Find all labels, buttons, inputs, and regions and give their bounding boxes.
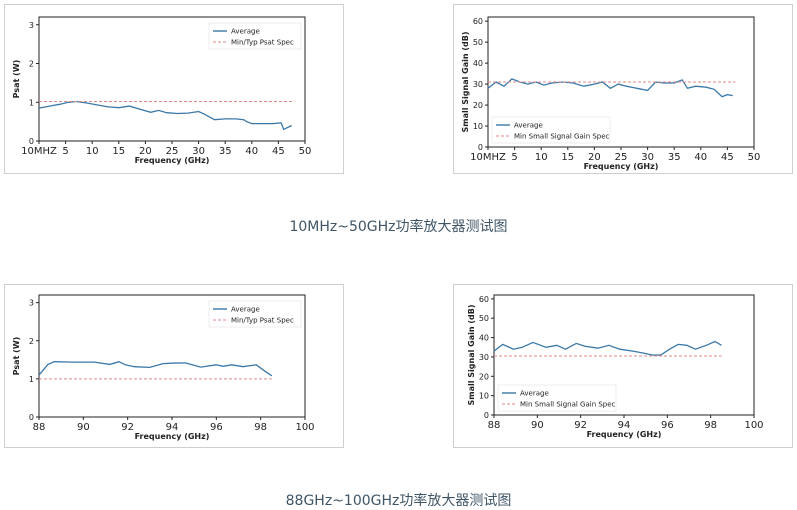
average-line xyxy=(38,361,273,377)
x-axis-label: Frequency (GHz) xyxy=(135,156,210,165)
chart-svg: 0 1 2 3 88 90 92 94 96 98 100 Frequency (GHz) Psat (… xyxy=(12,294,315,441)
y-tick-label: 30 xyxy=(479,353,489,362)
x-tick-label: 50 xyxy=(299,146,312,157)
x-tick-label: 10 xyxy=(86,146,99,157)
x-tick-label: 20 xyxy=(588,152,601,163)
legend-box xyxy=(208,300,302,328)
x-tick-label: 30 xyxy=(641,152,654,163)
x-tick-label: 15 xyxy=(561,152,574,163)
y-axis-label: Psat (W) xyxy=(12,60,21,99)
legend-entry: Average xyxy=(514,122,543,130)
y-tick-label: 0 xyxy=(478,143,483,152)
y-tick-label: 60 xyxy=(479,295,489,304)
x-tick-label: 94 xyxy=(618,420,631,431)
y-tick-label: 1 xyxy=(29,375,34,384)
chart-svg: 0 10 20 30 40 50 60 88 90 92 94 96 98 100 Frequency (G… xyxy=(467,294,764,439)
x-tick-label: 98 xyxy=(704,420,717,431)
gain-chart-bottom: 0 10 20 30 40 50 60 88 90 92 94 96 98 100 Frequency (G… xyxy=(453,284,793,448)
x-tick-label: 45 xyxy=(721,152,734,163)
x-tick-label: 30 xyxy=(192,146,205,157)
x-axis-label: Frequency (GHz) xyxy=(587,430,662,439)
x-tick-label: 5 xyxy=(62,146,68,157)
x-tick-label: 92 xyxy=(121,422,134,433)
legend-entry: Min/Typ Psat Spec xyxy=(231,39,294,47)
y-tick-label: 3 xyxy=(29,299,34,308)
average-line xyxy=(493,340,722,356)
x-tick-label: 45 xyxy=(272,146,285,157)
legend-entry: Average xyxy=(231,306,260,314)
y-tick-label: 20 xyxy=(479,372,489,381)
y-tick-label: 40 xyxy=(473,59,483,68)
x-tick-label: 25 xyxy=(166,146,179,157)
x-tick-label: 98 xyxy=(254,422,267,433)
y-tick-label: 30 xyxy=(473,80,483,89)
x-tick-label: 100 xyxy=(295,422,314,433)
x-tick-label: 35 xyxy=(219,146,232,157)
legend-entry: Min Small Signal Gain Spec xyxy=(520,401,616,409)
y-tick-label: 1 xyxy=(29,98,34,107)
y-tick-label: 60 xyxy=(473,17,483,26)
legend-box xyxy=(208,22,302,50)
x-tick-label: 10 xyxy=(535,152,548,163)
x-tick-label: 40 xyxy=(694,152,707,163)
chart-svg: 0 1 2 3 10MHZ 5 10 15 20 25 30 35 40 45 50 Frequency (G… xyxy=(12,16,312,165)
y-tick-label: 0 xyxy=(29,137,34,146)
y-tick-label: 2 xyxy=(29,337,34,346)
legend-entry: Min/Typ Psat Spec xyxy=(231,317,294,325)
x-tick-label: 25 xyxy=(615,152,628,163)
y-tick-label: 40 xyxy=(479,334,489,343)
x-tick-label: 40 xyxy=(245,146,258,157)
legend-entry: Average xyxy=(231,28,260,36)
x-tick-label: 15 xyxy=(112,146,125,157)
y-tick-label: 2 xyxy=(29,60,34,69)
x-tick-label: 92 xyxy=(574,420,587,431)
y-tick-label: 3 xyxy=(29,21,34,30)
legend-box xyxy=(491,116,611,144)
x-tick-label: 96 xyxy=(210,422,223,433)
average-line xyxy=(38,100,292,131)
y-axis-label: Small Signal Gain (dB) xyxy=(461,32,470,133)
y-tick-label: 20 xyxy=(473,101,483,110)
x-tick-label: 90 xyxy=(77,422,90,433)
x-tick-label: 20 xyxy=(139,146,152,157)
x-axis-label: Frequency (GHz) xyxy=(584,162,659,171)
x-tick-label: 88 xyxy=(33,422,46,433)
y-tick-label: 10 xyxy=(473,122,483,131)
x-tick-label: 50 xyxy=(748,152,761,163)
psat-chart-bottom: 0 1 2 3 88 90 92 94 96 98 100 Frequency (GHz) Psat (… xyxy=(4,284,344,448)
legend-entry: Min Small Signal Gain Spec xyxy=(514,133,610,141)
gain-chart-top: 0 10 20 30 40 50 60 10MHZ 5 10 15 20 25 30 35 40 45 50 Fre… xyxy=(453,4,793,174)
y-tick-label: 50 xyxy=(473,38,483,47)
psat-chart-top: 0 1 2 3 10MHZ 5 10 15 20 25 30 35 40 45 50 Frequency (G… xyxy=(4,4,344,174)
average-line xyxy=(487,78,733,98)
y-tick-label: 50 xyxy=(479,314,489,323)
x-tick-label: 35 xyxy=(668,152,681,163)
x-axis-label: Frequency (GHz) xyxy=(135,432,210,441)
y-tick-label: 10 xyxy=(479,392,489,401)
x-tick-label: 96 xyxy=(661,420,674,431)
caption-bottom: 88GHz~100GHz功率放大器测试图 xyxy=(285,493,512,509)
y-axis-label: Small Signal Gain (dB) xyxy=(467,305,476,406)
x-tick-label: 10MHZ xyxy=(470,152,506,163)
legend-box xyxy=(497,384,617,412)
x-tick-label: 90 xyxy=(531,420,544,431)
x-tick-label: 88 xyxy=(488,420,501,431)
chart-svg: 0 10 20 30 40 50 60 10MHZ 5 10 15 20 25 30 35 40 45 50 Fre… xyxy=(461,16,761,171)
x-tick-label: 10MHZ xyxy=(21,146,57,157)
y-tick-label: 0 xyxy=(484,411,489,420)
caption-top: 10MHz~50GHz功率放大器测试图 xyxy=(289,219,508,235)
legend-entry: Average xyxy=(520,390,549,398)
x-tick-label: 94 xyxy=(166,422,179,433)
y-axis-label: Psat (W) xyxy=(12,337,21,376)
x-tick-label: 100 xyxy=(744,420,763,431)
x-tick-label: 5 xyxy=(511,152,517,163)
y-tick-label: 0 xyxy=(29,413,34,422)
